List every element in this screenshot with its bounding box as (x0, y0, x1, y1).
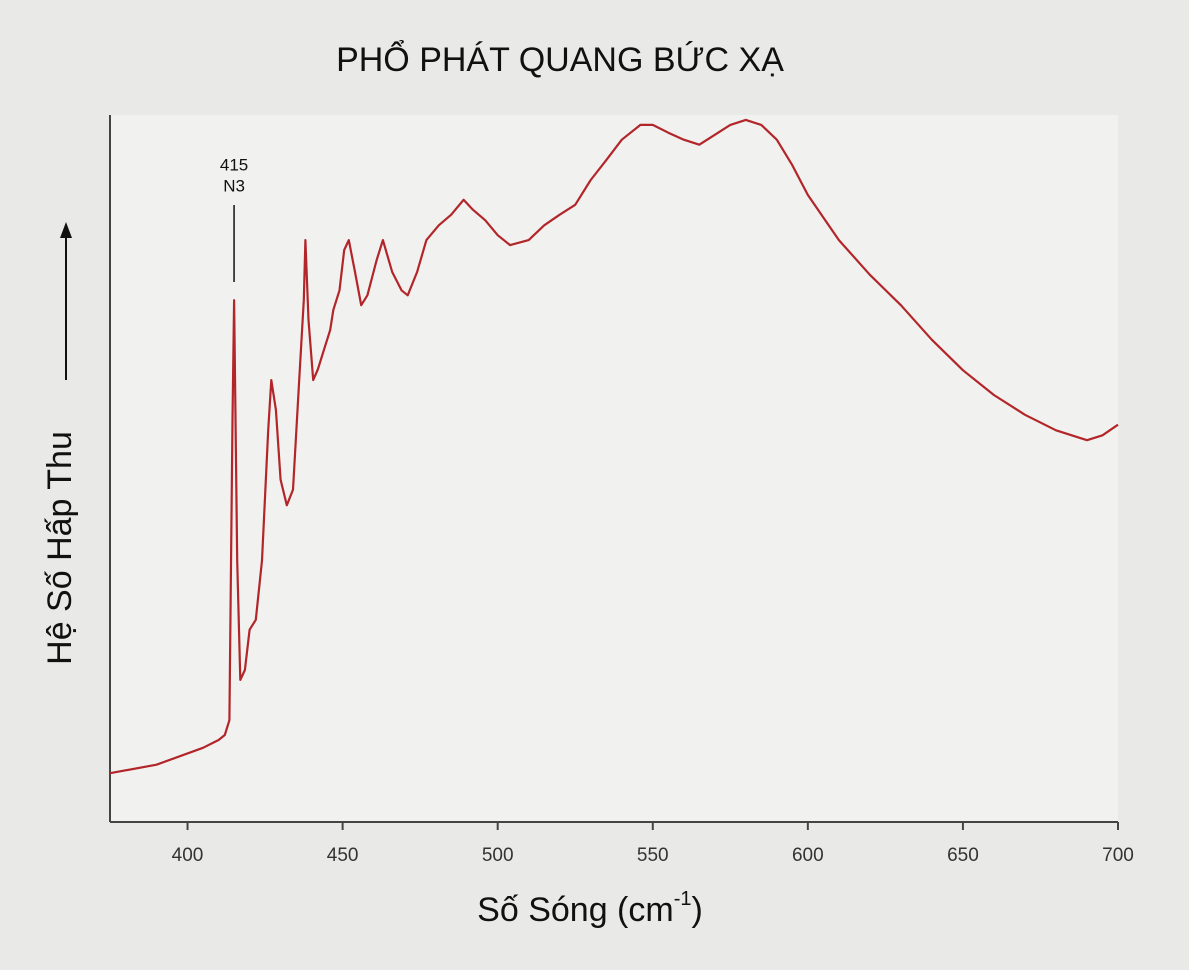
x-label-text: Số Sóng (cm (477, 891, 674, 929)
x-label-end: ) (692, 891, 703, 929)
x-tick-label: 600 (792, 845, 824, 866)
x-axis-label: Số Sóng (cm-1) (477, 888, 703, 929)
x-tick-label: 500 (482, 845, 514, 866)
x-tick-label: 650 (947, 845, 979, 866)
x-tick-label: 700 (1102, 845, 1134, 866)
x-tick-label: 400 (172, 845, 204, 866)
y-axis-label: Hệ Số Hấp Thu (41, 431, 79, 665)
annotation-text: N3 (223, 176, 245, 195)
x-tick-label: 450 (327, 845, 359, 866)
spectrum-line (109, 118, 1119, 775)
chart-title: PHỔ PHÁT QUANG BỨC XẠ (336, 41, 784, 79)
annotation-text: 415 (220, 155, 248, 174)
x-tick-label: 550 (637, 845, 669, 866)
y-arrow-head (60, 222, 72, 238)
x-label-sup: -1 (674, 888, 692, 910)
plot-area (110, 115, 1118, 822)
